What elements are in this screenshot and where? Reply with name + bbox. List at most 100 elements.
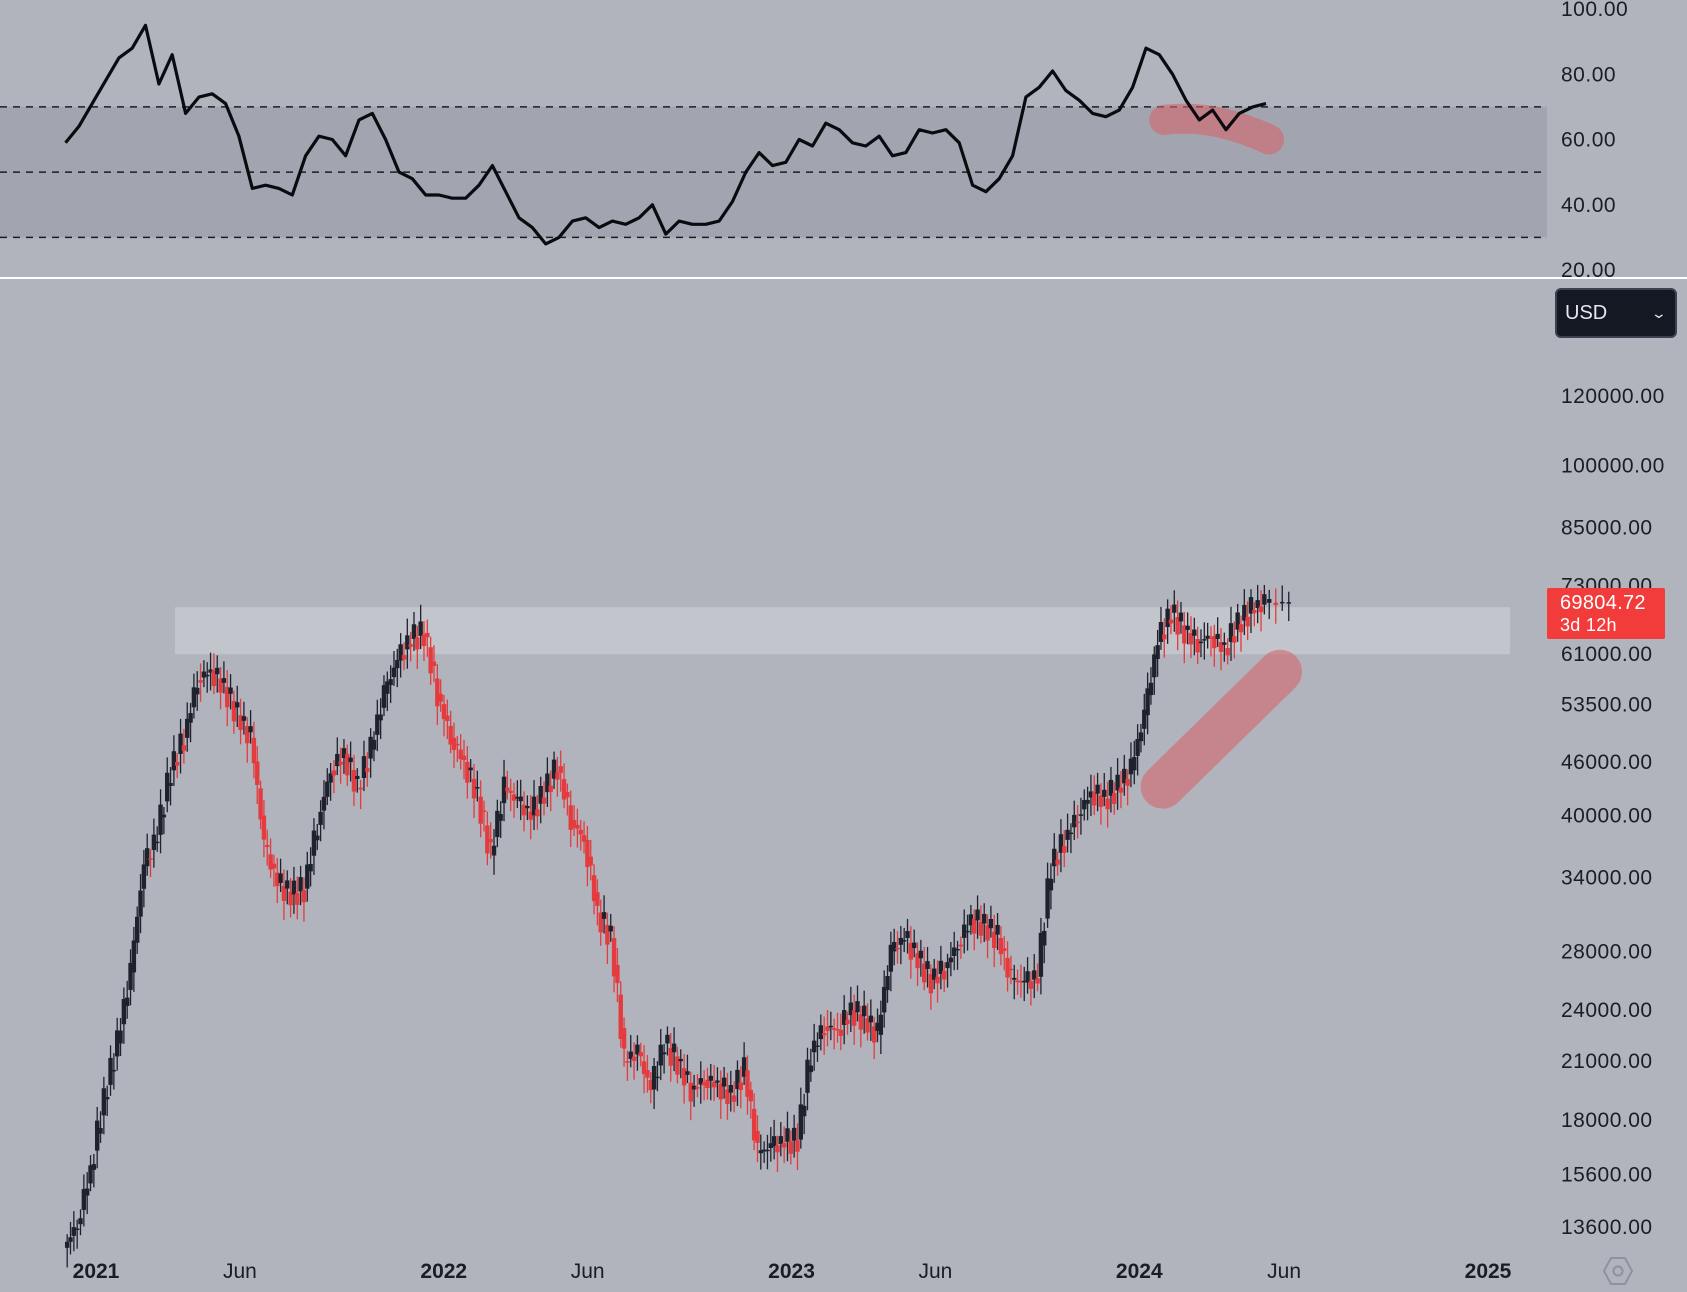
candle-body bbox=[188, 713, 193, 723]
candle-body bbox=[735, 1069, 740, 1090]
rsi-tick-label: 100.00 bbox=[1561, 0, 1628, 21]
candle-body bbox=[151, 834, 157, 850]
candle-body bbox=[788, 1141, 794, 1154]
candle-body bbox=[911, 942, 917, 949]
candle-body bbox=[865, 1018, 870, 1033]
candle-body bbox=[68, 1237, 73, 1242]
candles bbox=[64, 584, 1291, 1268]
time-tick-label: 2022 bbox=[420, 1260, 467, 1283]
currency-dropdown[interactable]: USD ⌄ bbox=[1555, 288, 1677, 338]
candle-body bbox=[468, 767, 473, 771]
candle-body bbox=[1248, 597, 1254, 614]
candle-body bbox=[801, 1105, 807, 1117]
candle-body bbox=[631, 1056, 637, 1061]
candle-body bbox=[515, 796, 520, 799]
candle-body bbox=[1273, 602, 1278, 606]
candle-body bbox=[371, 739, 377, 750]
candle-body bbox=[898, 937, 904, 945]
candle-body bbox=[171, 751, 177, 771]
candle-body bbox=[851, 1010, 857, 1026]
candle-body bbox=[1028, 981, 1034, 989]
candle-body bbox=[1068, 832, 1074, 835]
candle-body bbox=[601, 912, 607, 919]
candle-body bbox=[241, 716, 247, 721]
candle-body bbox=[231, 700, 237, 722]
candle-body bbox=[121, 998, 127, 1025]
candle-body bbox=[508, 790, 513, 793]
candle-body bbox=[175, 761, 180, 766]
candle-body bbox=[451, 737, 457, 750]
candle-body bbox=[335, 753, 340, 767]
candle-body bbox=[768, 1143, 774, 1148]
candle-body bbox=[1078, 814, 1084, 816]
candle-body bbox=[1205, 635, 1210, 639]
candle-body bbox=[1165, 608, 1170, 628]
candle-body bbox=[755, 1130, 760, 1143]
candle-body bbox=[71, 1227, 77, 1236]
candle-body bbox=[1082, 799, 1087, 810]
candle-body bbox=[988, 919, 994, 929]
candle-body bbox=[571, 820, 577, 828]
candle-body bbox=[985, 925, 990, 941]
candle-body bbox=[845, 1019, 850, 1025]
candle-body bbox=[578, 829, 583, 835]
candle-body bbox=[1202, 639, 1207, 641]
candle-body bbox=[955, 948, 960, 951]
candle-body bbox=[168, 782, 173, 786]
candle-body bbox=[438, 693, 443, 702]
candle-body bbox=[1280, 601, 1285, 604]
candle-body bbox=[114, 1030, 120, 1057]
candle-body bbox=[421, 634, 427, 646]
candle-body bbox=[1208, 637, 1214, 640]
candle-body bbox=[1125, 779, 1130, 786]
candle-body bbox=[208, 669, 213, 673]
rsi-reference-lines bbox=[0, 106, 1547, 239]
price-tick-label: 46000.00 bbox=[1561, 751, 1653, 774]
settings-button[interactable] bbox=[1602, 1256, 1634, 1286]
candle-body bbox=[905, 931, 910, 939]
candle-body bbox=[1182, 625, 1187, 644]
candle-body bbox=[701, 1082, 707, 1086]
candle-body bbox=[155, 841, 160, 844]
candle-body bbox=[711, 1081, 717, 1088]
candle-body bbox=[538, 785, 543, 804]
price-tick-label: 18000.00 bbox=[1561, 1109, 1653, 1132]
candle-body bbox=[1228, 623, 1234, 642]
candle-body bbox=[528, 811, 533, 820]
candle-body bbox=[1065, 829, 1070, 840]
candle-body bbox=[891, 941, 897, 952]
candle-body bbox=[148, 858, 153, 860]
candle-body bbox=[731, 1095, 737, 1102]
candle-body bbox=[258, 788, 263, 820]
candle-body bbox=[84, 1188, 90, 1196]
candle-body bbox=[982, 913, 987, 924]
candle-body bbox=[598, 912, 603, 933]
candle-body bbox=[828, 1025, 834, 1028]
candle-body bbox=[368, 736, 373, 759]
candle-body bbox=[568, 805, 573, 830]
candle-body bbox=[298, 877, 303, 892]
candle-body bbox=[355, 775, 360, 780]
candle-body bbox=[641, 1061, 647, 1074]
candle-body bbox=[1038, 932, 1044, 977]
candle-body bbox=[1112, 793, 1117, 804]
candle-body bbox=[1118, 787, 1124, 793]
candle-body bbox=[315, 835, 320, 841]
candle-body bbox=[945, 962, 950, 969]
candle-body bbox=[1015, 980, 1020, 983]
rsi-tick-label: 60.00 bbox=[1561, 129, 1616, 152]
time-axis[interactable]: 2021 Jun 2022 Jun 2023 Jun 2024 Jun 2025 bbox=[73, 1260, 1512, 1283]
candle-body bbox=[1085, 799, 1090, 804]
candle-body bbox=[671, 1043, 677, 1053]
candle-body bbox=[838, 1029, 844, 1036]
candle-body bbox=[448, 725, 453, 745]
candle-body bbox=[365, 768, 370, 772]
candle-body bbox=[431, 661, 437, 667]
time-tick-label: 2023 bbox=[768, 1260, 815, 1283]
candle-body bbox=[581, 835, 587, 842]
candle-body bbox=[1175, 616, 1180, 635]
candle-body bbox=[965, 930, 970, 933]
candle-body bbox=[295, 893, 300, 905]
candle-body bbox=[74, 1228, 80, 1231]
candle-body bbox=[791, 1127, 797, 1141]
